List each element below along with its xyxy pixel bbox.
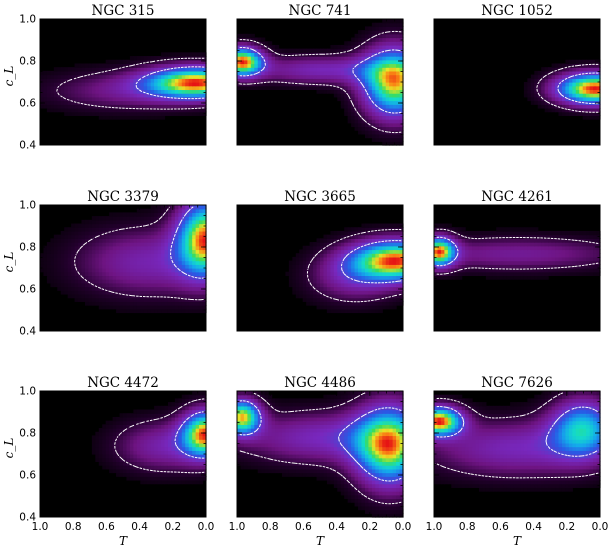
x-tick-label: 0.0 <box>198 521 215 533</box>
panel-title: NGC 3665 <box>284 189 356 205</box>
y-tick-label: 0.8 <box>19 428 36 440</box>
y-tick-label: 0.6 <box>19 470 36 482</box>
panel-ngc-4472: NGC 4472 0.4 0.6 0.8 1.0 c_L 1.0 0.8 0.6 0.4 0.2 0.… <box>2 375 214 548</box>
panel-ngc-315: NGC 315 0.4 0.6 0.8 1.0 c_L <box>2 3 207 152</box>
density-map <box>40 205 207 314</box>
axis-ticks <box>39 18 207 146</box>
y-tick-label: 1.0 <box>19 386 36 398</box>
axis-ticks <box>236 204 404 332</box>
contours <box>435 228 599 275</box>
x-tick-label: 0.8 <box>65 521 82 533</box>
y-axis-label: c_L <box>2 66 16 87</box>
y-axis-label: c_L <box>2 438 16 459</box>
panel-ngc-741: NGC 741 <box>236 3 404 146</box>
x-tick-label: 0.2 <box>164 521 181 533</box>
x-axis-label: T <box>316 534 325 548</box>
x-tick-label: 0.4 <box>328 521 345 533</box>
panel-title: NGC 315 <box>92 3 155 19</box>
contours <box>238 392 402 505</box>
x-tick-label: 0.6 <box>295 521 312 533</box>
y-tick-label: 0.4 <box>19 512 36 524</box>
axis-ticks <box>433 204 601 332</box>
contours <box>435 392 599 479</box>
axis-ticks <box>236 390 404 518</box>
panel-title: NGC 1052 <box>481 3 553 19</box>
panel-ngc-3665: NGC 3665 <box>236 189 404 332</box>
y-tick-label: 0.4 <box>19 326 36 338</box>
density-map <box>434 391 601 492</box>
contours <box>536 63 599 113</box>
x-tick-label: 1.0 <box>32 521 49 533</box>
x-tick-label: 1.0 <box>229 521 246 533</box>
x-tick-label: 0.6 <box>98 521 115 533</box>
y-tick-label: 0.6 <box>19 284 36 296</box>
axis-ticks <box>433 18 601 146</box>
density-map <box>285 223 404 314</box>
panel-title: NGC 7626 <box>481 375 553 391</box>
panel-ngc-4261: NGC 4261 <box>433 189 601 332</box>
panel-title: NGC 4472 <box>87 375 159 391</box>
y-tick-label: 0.4 <box>19 140 36 152</box>
panel-title: NGC 741 <box>289 3 352 19</box>
density-map <box>237 391 404 518</box>
x-axis-label: T <box>513 534 522 548</box>
y-tick-label: 1.0 <box>19 200 36 212</box>
panel-ngc-3379: NGC 3379 0.4 0.6 0.8 1.0 c_L <box>2 189 207 338</box>
x-axis-label: T <box>119 534 128 548</box>
panel-title: NGC 4486 <box>284 375 356 391</box>
axis-ticks <box>433 390 601 518</box>
panel-title: NGC 4261 <box>481 189 553 205</box>
contours <box>306 229 402 303</box>
y-axis-label: c_L <box>2 252 16 273</box>
panel-title: NGC 3379 <box>87 189 159 205</box>
contours <box>114 398 205 474</box>
x-tick-label: 1.0 <box>426 521 443 533</box>
y-tick-label: 0.6 <box>19 98 36 110</box>
x-tick-label: 0.4 <box>525 521 542 533</box>
x-tick-label: 0.6 <box>492 521 509 533</box>
y-tick-label: 0.8 <box>19 56 36 68</box>
panel-ngc-4486: NGC 4486 1.0 0.8 0.6 0.4 0.2 0.0 T <box>229 375 412 548</box>
x-tick-label: 0.0 <box>395 521 412 533</box>
y-tick-label: 0.8 <box>19 242 36 254</box>
x-tick-label: 0.8 <box>262 521 279 533</box>
axis-ticks <box>39 204 207 332</box>
axis-ticks <box>39 390 207 518</box>
x-tick-label: 0.4 <box>131 521 148 533</box>
panel-ngc-7626: NGC 7626 1.0 0.8 0.6 0.4 0.2 0.0 T <box>426 375 609 548</box>
contours <box>74 206 205 301</box>
x-tick-label: 0.2 <box>558 521 575 533</box>
density-map <box>91 391 207 485</box>
x-tick-label: 0.2 <box>361 521 378 533</box>
x-tick-label: 0.8 <box>459 521 476 533</box>
density-map <box>434 223 601 280</box>
y-tick-label: 1.0 <box>19 14 36 26</box>
panel-ngc-1052: NGC 1052 <box>433 3 601 146</box>
axis-ticks <box>236 18 404 146</box>
contours <box>56 57 205 110</box>
x-tick-label: 0.0 <box>592 521 609 533</box>
contours <box>238 30 402 134</box>
